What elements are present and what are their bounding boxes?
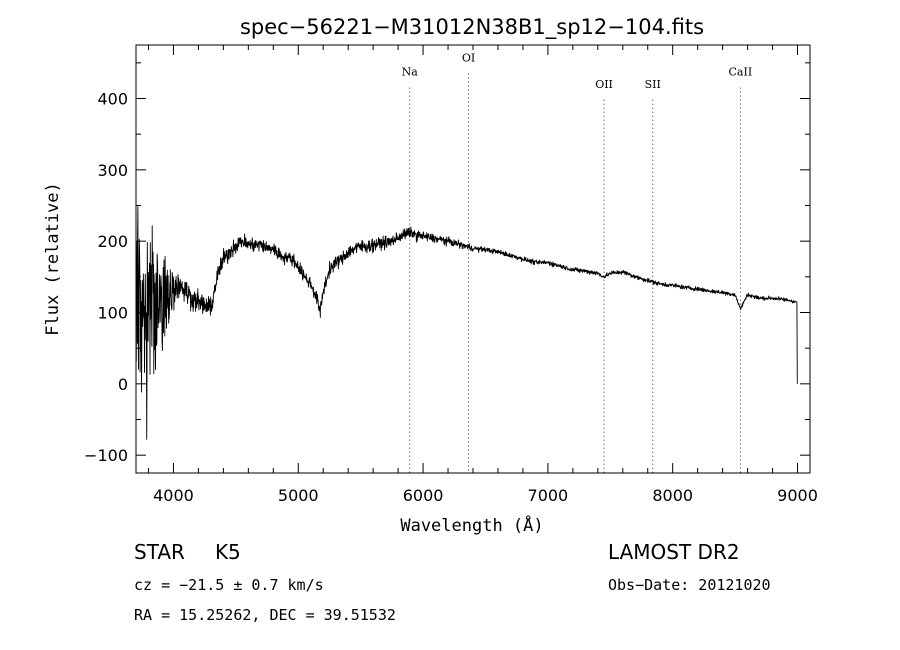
x-axis-label: Wavelength (Å) [400,514,543,536]
spectrum-line [135,191,798,440]
y-tick-label: 200 [97,232,128,251]
y-tick-label: 100 [97,304,128,323]
y-tick-label: 300 [97,161,128,180]
x-tick-label: 9000 [777,486,818,505]
spectral-line-label: OI [462,51,475,64]
survey-label: LAMOST DR2 [608,540,740,564]
y-tick-label: 400 [97,90,128,109]
spectral-line-markers: Na OI OII SII CaII [402,51,753,473]
spectral-line-label: OII [595,78,613,91]
y-tick-label: 0 [118,375,128,394]
x-tick-label: 6000 [403,486,444,505]
spectral-line-label: CaII [729,66,753,79]
x-tick-label: 8000 [652,486,693,505]
y-axis-label: Flux (relative) [43,182,63,336]
x-axis: 4000 5000 6000 7000 8000 9000 [147,45,818,505]
spectral-line-label: SII [645,78,661,91]
object-class: STAR K5 [134,540,241,564]
redshift-cz: cz = −21.5 ± 0.7 km/s [134,576,324,594]
x-tick-label: 5000 [278,486,319,505]
object-type: STAR [134,540,185,564]
y-axis: −100 0 100 200 300 400 [84,62,810,465]
y-tick-label: −100 [84,446,128,465]
chart-title: spec−56221−M31012N38B1_sp12−104.fits [240,15,704,40]
coordinates: RA = 15.25262, DEC = 39.51532 [134,606,396,624]
object-subclass: K5 [214,540,241,564]
observation-date: Obs−Date: 20121020 [608,576,771,594]
x-tick-label: 4000 [153,486,194,505]
spectrum-trace [135,191,798,440]
plot-frame [135,44,811,474]
spectral-line-label: Na [402,66,419,79]
x-tick-label: 7000 [528,486,569,505]
